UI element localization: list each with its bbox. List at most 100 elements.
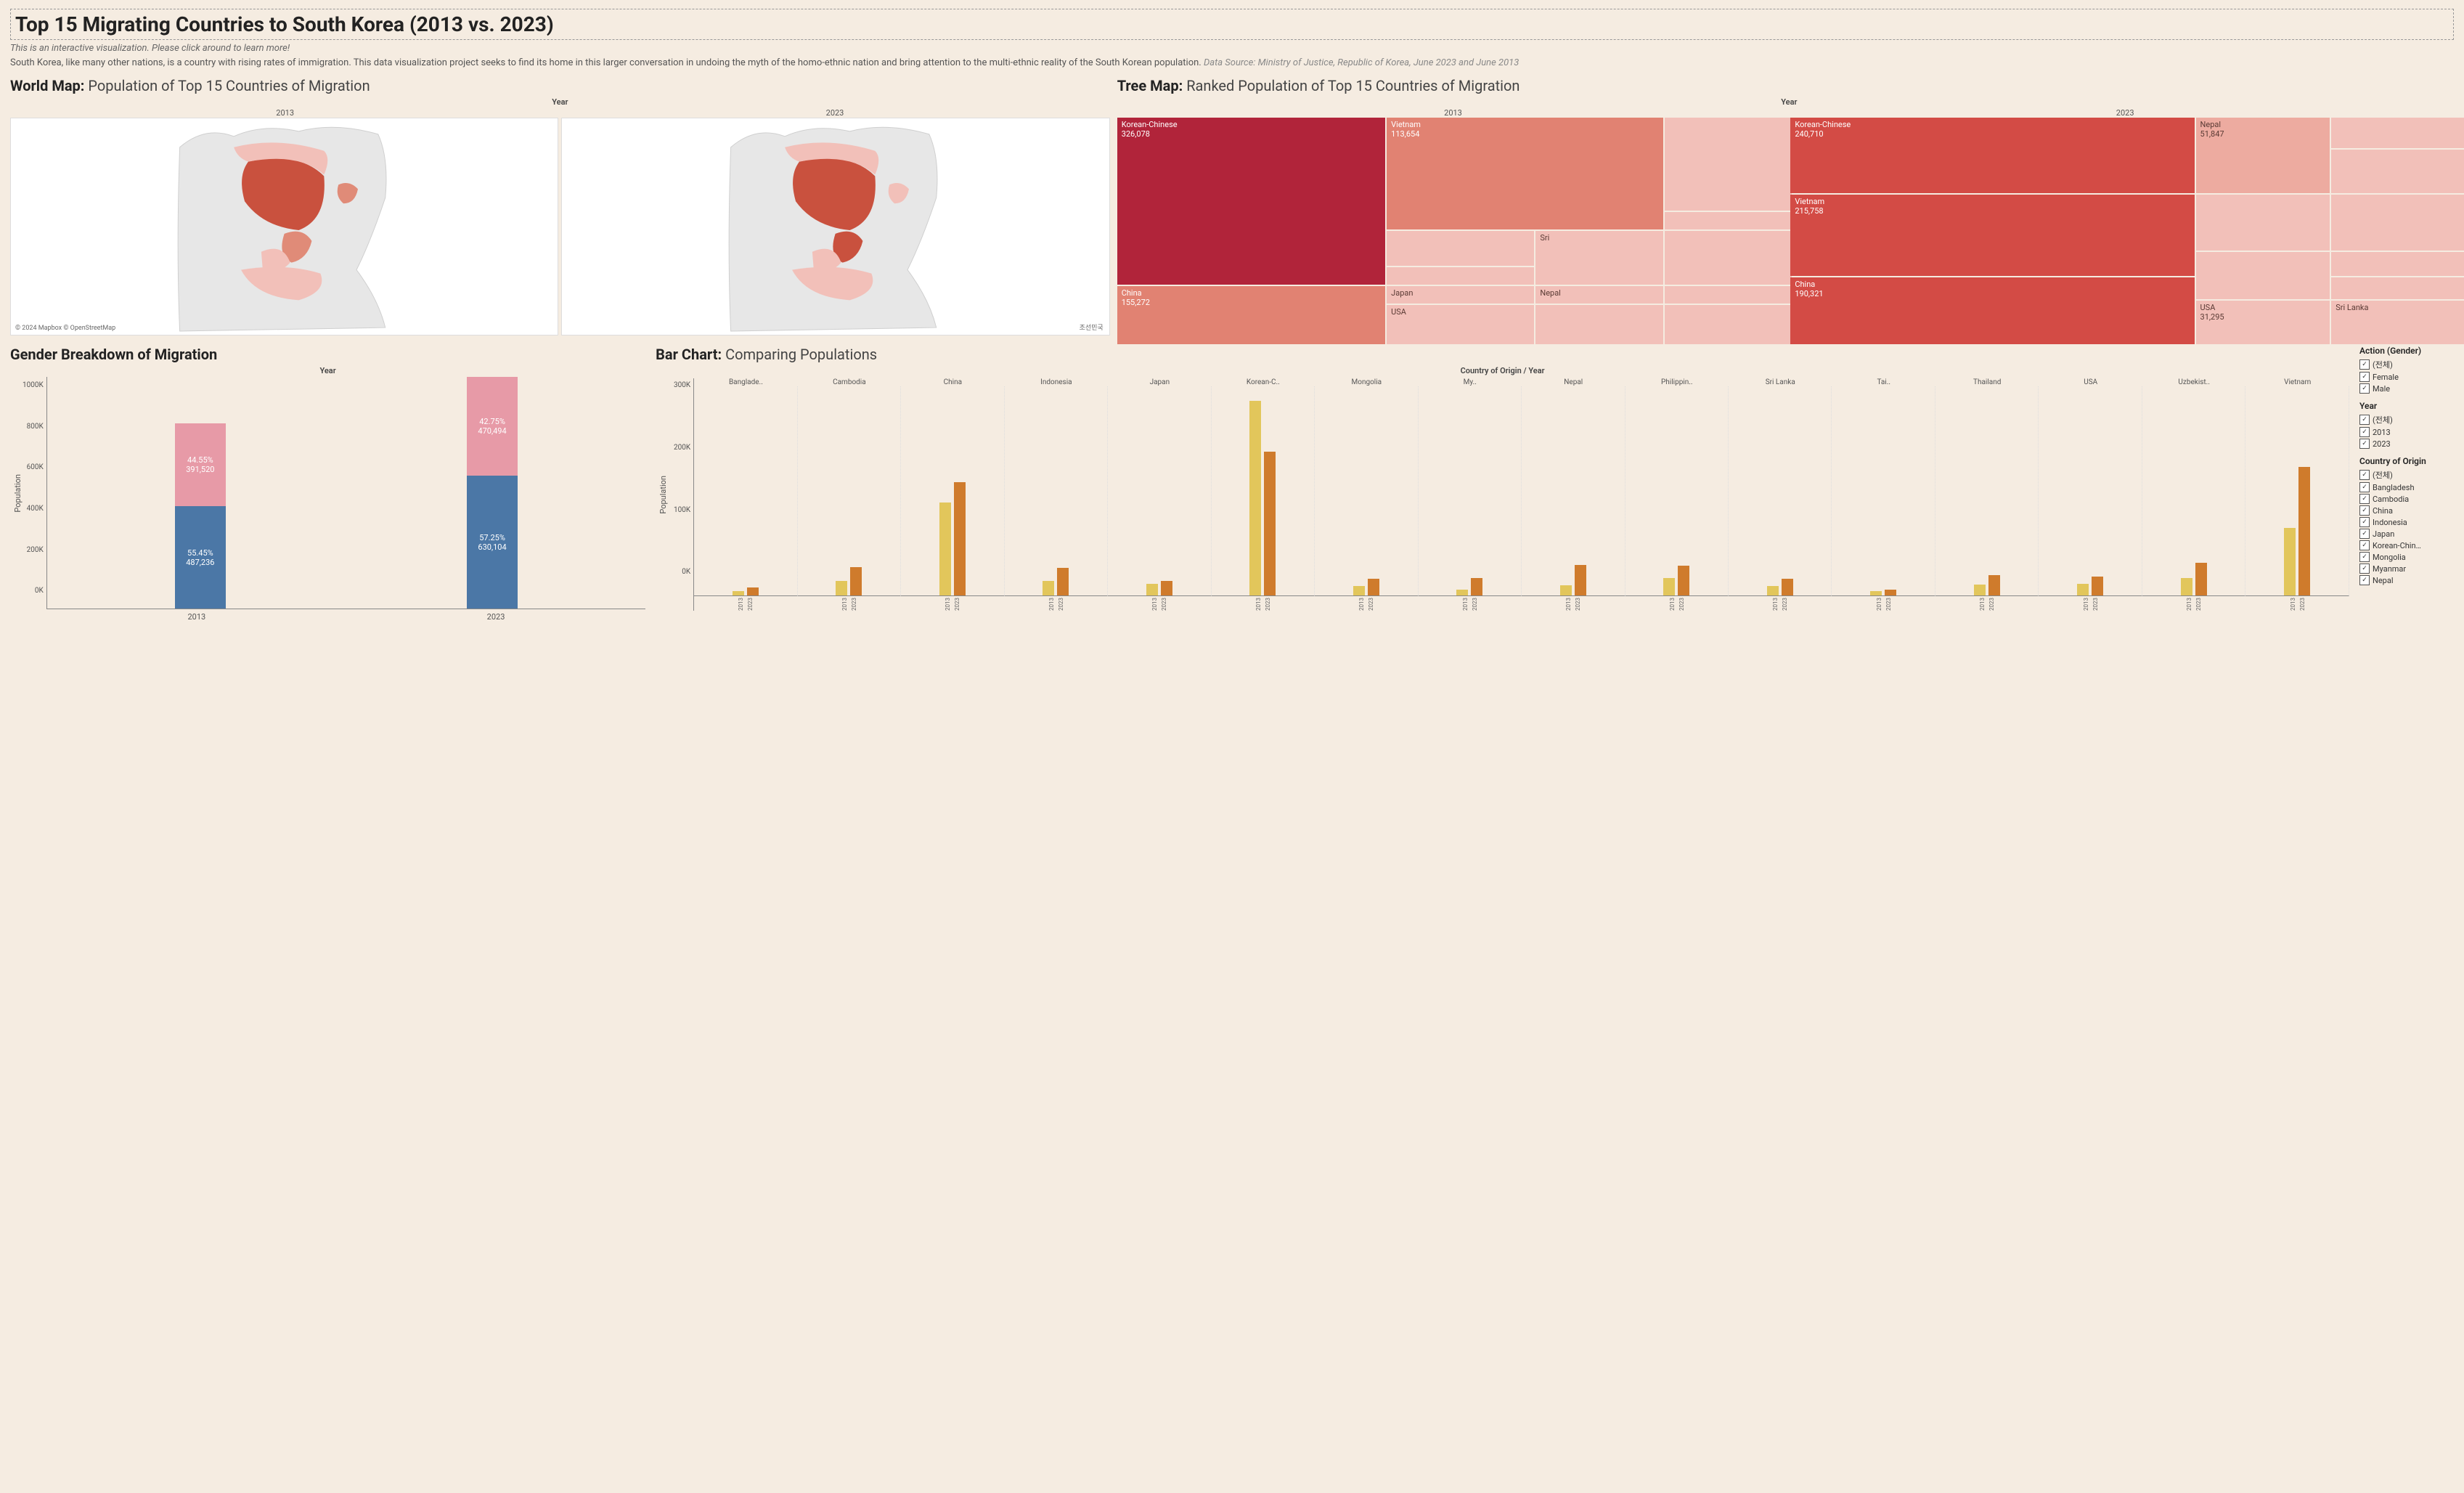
tm-cell[interactable] [2331, 252, 2464, 276]
checkbox-icon[interactable]: ✓ [2359, 529, 2370, 539]
bar-2023[interactable] [1264, 452, 1276, 595]
bar-2013[interactable] [939, 503, 951, 595]
bar-group[interactable]: USA20132023 [2039, 378, 2142, 611]
tm-cell[interactable] [2331, 195, 2464, 251]
tm-2023-vietnam[interactable]: Vietnam 215,758 [1790, 195, 2194, 276]
bar-2013[interactable] [1043, 581, 1054, 596]
bar-2023[interactable] [1678, 566, 1689, 595]
map-2023[interactable]: 조선민국 [561, 118, 1109, 335]
bar-group[interactable]: Philippin..20132023 [1625, 378, 1729, 611]
tm-2013-china[interactable]: China 155,272 [1117, 286, 1385, 344]
bar-plot[interactable]: Banglade..20132023Cambodia20132023China2… [693, 378, 2349, 611]
tm-2013-japan[interactable]: Japan [1387, 286, 1534, 304]
checkbox-icon[interactable]: ✓ [2359, 427, 2370, 437]
bar-2023[interactable] [1782, 579, 1793, 595]
tm-2023-china[interactable]: China 190,321 [1790, 277, 2194, 344]
bar-group[interactable]: Uzbekist..20132023 [2142, 378, 2245, 611]
bar-2013[interactable] [733, 591, 744, 596]
checkbox-icon[interactable]: ✓ [2359, 494, 2370, 504]
filter-item[interactable]: ✓Cambodia [2359, 494, 2454, 504]
bar-2023[interactable] [954, 482, 966, 596]
bar-2013[interactable] [1249, 401, 1261, 595]
bar-2023[interactable] [1575, 565, 1586, 596]
checkbox-icon[interactable]: ✓ [2359, 439, 2370, 449]
tm-cell[interactable] [1665, 286, 1792, 304]
checkbox-icon[interactable]: ✓ [2359, 470, 2370, 480]
bar-2023[interactable] [1471, 578, 1482, 596]
bar-group[interactable]: Mongolia20132023 [1315, 378, 1418, 611]
gender-bar-male[interactable]: 57.25%630,104 [467, 476, 518, 609]
checkbox-icon[interactable]: ✓ [2359, 372, 2370, 382]
checkbox-icon[interactable]: ✓ [2359, 415, 2370, 425]
checkbox-icon[interactable]: ✓ [2359, 540, 2370, 550]
bar-2023[interactable] [747, 587, 759, 596]
tm-cell[interactable] [1387, 231, 1534, 266]
bar-2013[interactable] [836, 581, 847, 595]
bar-2013[interactable] [1663, 578, 1675, 596]
tm-cell[interactable] [2331, 277, 2464, 299]
gender-bars[interactable]: 44.55%391,52055.45%487,23642.75%470,4945… [46, 377, 645, 609]
tm-cell[interactable] [2196, 252, 2330, 299]
bar-2023[interactable] [1885, 590, 1896, 595]
filter-item[interactable]: ✓2013 [2359, 427, 2454, 437]
filter-item[interactable]: ✓2023 [2359, 439, 2454, 449]
bar-2013[interactable] [2077, 584, 2089, 595]
filter-item[interactable]: ✓Female [2359, 372, 2454, 382]
tm-2023-sri-lanka[interactable]: Sri Lanka [2331, 301, 2464, 344]
bar-2013[interactable] [1870, 591, 1882, 596]
bar-2023[interactable] [1161, 581, 1172, 595]
checkbox-icon[interactable]: ✓ [2359, 383, 2370, 394]
checkbox-icon[interactable]: ✓ [2359, 552, 2370, 562]
tm-cell[interactable] [1665, 118, 1792, 211]
bar-2013[interactable] [1353, 586, 1365, 595]
bar-group[interactable]: Vietnam20132023 [2245, 378, 2349, 611]
map-2013[interactable]: © 2024 Mapbox © OpenStreetMap [10, 118, 558, 335]
tm-cell[interactable] [2331, 118, 2464, 148]
tm-cell[interactable] [1665, 231, 1792, 285]
bar-group[interactable]: Banglade..20132023 [694, 378, 797, 611]
tm-2013-korean-chinese[interactable]: Korean-Chinese 326,078 [1117, 118, 1385, 285]
tm-2013-usa[interactable]: USA [1387, 305, 1534, 344]
filter-item[interactable]: ✓Korean-Chin… [2359, 540, 2454, 550]
bar-2013[interactable] [1974, 585, 1986, 595]
filter-item[interactable]: ✓(전체) [2359, 469, 2454, 481]
tm-cell[interactable] [1535, 305, 1663, 344]
page-title[interactable]: Top 15 Migrating Countries to South Kore… [10, 9, 2454, 40]
checkbox-icon[interactable]: ✓ [2359, 517, 2370, 527]
filter-item[interactable]: ✓Japan [2359, 529, 2454, 539]
gender-bar[interactable]: 44.55%391,52055.45%487,236 [175, 423, 226, 609]
bar-group[interactable]: Nepal20132023 [1522, 378, 1625, 611]
bar-2023[interactable] [1057, 568, 1069, 595]
tm-2013-nepal[interactable]: Nepal [1535, 286, 1663, 304]
filter-item[interactable]: ✓(전체) [2359, 359, 2454, 370]
gender-bar-female[interactable]: 42.75%470,494 [467, 377, 518, 476]
filter-item[interactable]: ✓Myanmar [2359, 564, 2454, 574]
filter-item[interactable]: ✓(전체) [2359, 414, 2454, 426]
tm-2023-korean-chinese[interactable]: Korean-Chinese 240,710 [1790, 118, 2194, 193]
gender-bar-male[interactable]: 55.45%487,236 [175, 506, 226, 609]
tm-cell[interactable] [1665, 212, 1792, 229]
checkbox-icon[interactable]: ✓ [2359, 564, 2370, 574]
bar-2023[interactable] [2298, 467, 2310, 596]
tm-2023-usa[interactable]: USA 31,295 [2196, 301, 2330, 344]
tm-cell[interactable] [1665, 305, 1792, 344]
filter-item[interactable]: ✓China [2359, 505, 2454, 516]
bar-2023[interactable] [1988, 575, 2000, 595]
filter-item[interactable]: ✓Bangladesh [2359, 482, 2454, 492]
tm-cell[interactable] [2331, 150, 2464, 193]
bar-group[interactable]: Cambodia20132023 [798, 378, 901, 611]
filter-item[interactable]: ✓Indonesia [2359, 517, 2454, 527]
bar-group[interactable]: Sri Lanka20132023 [1729, 378, 1832, 611]
checkbox-icon[interactable]: ✓ [2359, 482, 2370, 492]
bar-2013[interactable] [1560, 585, 1572, 595]
tm-2013-vietnam[interactable]: Vietnam 113,654 [1387, 118, 1663, 229]
bar-2013[interactable] [2284, 528, 2296, 596]
bar-group[interactable]: Indonesia20132023 [1005, 378, 1108, 611]
checkbox-icon[interactable]: ✓ [2359, 575, 2370, 585]
bar-group[interactable]: My..20132023 [1419, 378, 1522, 611]
bar-group[interactable]: Japan20132023 [1108, 378, 1211, 611]
filter-item[interactable]: ✓Nepal [2359, 575, 2454, 585]
bar-2023[interactable] [2195, 563, 2207, 595]
bar-2013[interactable] [1767, 586, 1779, 595]
gender-bar[interactable]: 42.75%470,49457.25%630,104 [467, 377, 518, 609]
